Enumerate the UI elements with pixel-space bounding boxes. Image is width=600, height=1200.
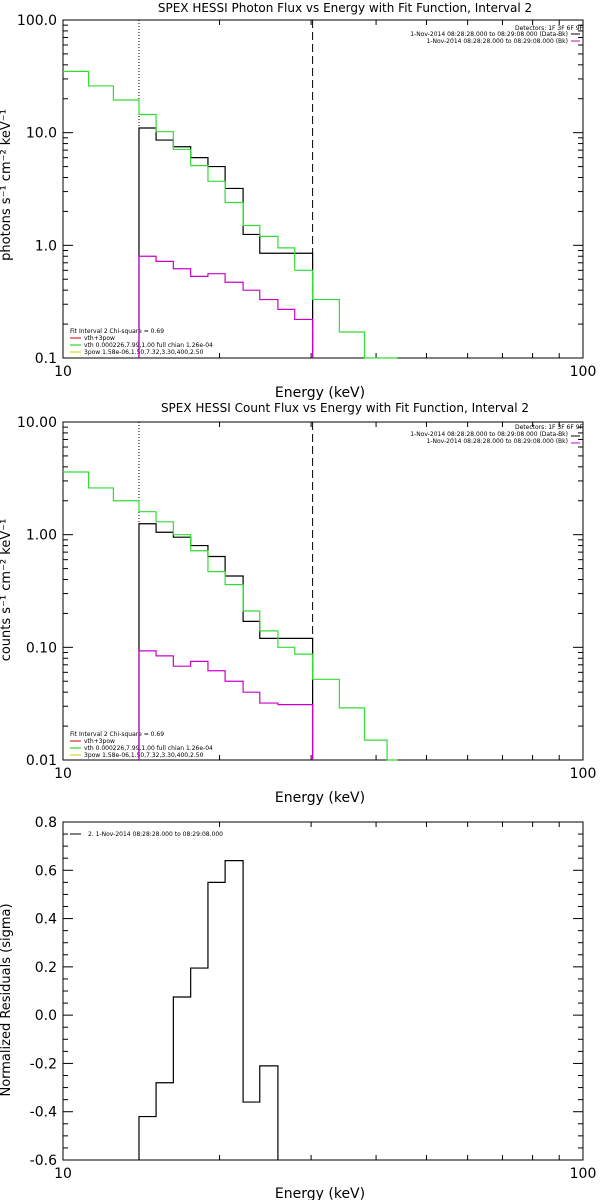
photon-axes-frame	[62, 19, 584, 359]
residuals-xtick-label: 100	[570, 1166, 597, 1182]
count-right-legend-entry-2: 1-Nov-2014 08:28:28.000 to 08:29:08.000 …	[426, 438, 568, 445]
count-series-background	[138, 650, 314, 760]
photon-xtick-label: 10	[54, 364, 72, 380]
residuals-ytick-label: -0.6	[30, 1153, 57, 1169]
count-xtick-label: 100	[570, 766, 597, 782]
count-ytick-label: 0.01	[26, 753, 57, 769]
residuals-xtick-label: 10	[54, 1166, 72, 1182]
residuals-ytick-label: -0.2	[30, 1056, 57, 1072]
count-left-legend-title: Fit Interval 2 Chi-square = 0.69	[70, 731, 164, 738]
photon-left-legend-entry-2: vth 0.000226,7.99,1.00 full chian 1.26e-…	[84, 342, 213, 349]
count-xtick-label: 10	[54, 766, 72, 782]
residuals-ytick-label: 0.2	[35, 960, 57, 976]
count-series-fit	[63, 471, 398, 761]
count-series-data	[138, 523, 314, 760]
count-ytick-label: 0.10	[26, 640, 57, 656]
photon-ytick-label: 1.0	[35, 238, 57, 254]
count-axes-frame	[62, 421, 584, 761]
photon-flux-xlabel: Energy (keV)	[275, 385, 365, 401]
residuals-ylabel: Normalized Residuals (sigma)	[0, 903, 14, 1096]
residuals-ytick-label: -0.4	[30, 1105, 57, 1121]
photon-left-legend-title: Fit Interval 2 Chi-square = 0.69	[70, 328, 164, 335]
count-left-legend-entry-2: vth 0.000226,7.99,1.00 full chian 1.26e-…	[84, 745, 213, 752]
photon-right-legend-entry-2: 1-Nov-2014 08:28:28.000 to 08:29:08.000 …	[426, 38, 568, 45]
count-flux-xlabel: Energy (keV)	[275, 790, 365, 806]
count-ytick-label: 1.00	[26, 528, 57, 544]
photon-flux-ylabel: photons s⁻¹ cm⁻² keV⁻¹	[0, 109, 14, 261]
count-right-legend-title: Detectors: 1F 3F 6F 9F	[515, 424, 584, 431]
count-flux-panel: SPEX HESSI Count Flux vs Energy with Fit…	[0, 401, 596, 806]
residuals-axes-frame	[62, 821, 584, 1161]
photon-left-legend-entry-3: 3pow 1.58e-06,1.50,7.32,3.30,400,2.50	[84, 349, 204, 356]
count-flux-ylabel: counts s⁻¹ cm⁻² keV⁻¹	[0, 519, 14, 662]
photon-right-legend-entry-1: 1-Nov-2014 08:28:28.000 to 08:29:08.000 …	[410, 31, 568, 38]
photon-right-legend-title: Detectors: 1F 3F 6F 9F	[515, 25, 584, 32]
residuals-ytick-label: 0.4	[35, 912, 57, 928]
photon-ytick-label: 100.0	[17, 13, 57, 29]
photon-series-data	[138, 127, 314, 358]
count-left-legend-entry-3: 3pow 1.58e-06,1.50,7.32,3.30,400,2.50	[84, 752, 204, 759]
residuals-ytick-label: 0.8	[35, 815, 57, 831]
residuals-legend-entry-1: 2. 1-Nov-2014 08:28:28.000 to 08:29:08.0…	[88, 831, 223, 838]
count-ytick-label: 10.00	[17, 415, 57, 431]
count-flux-title: SPEX HESSI Count Flux vs Energy with Fit…	[161, 401, 529, 415]
residuals-series-residuals	[138, 860, 279, 1160]
count-right-legend-entry-1: 1-Nov-2014 08:28:28.000 to 08:29:08.000 …	[410, 431, 568, 438]
residuals-ytick-label: 0.6	[35, 863, 57, 879]
residuals-xlabel: Energy (keV)	[275, 1186, 365, 1200]
photon-xtick-label: 100	[570, 364, 597, 380]
residuals-panel: Normalized Residuals (sigma) Energy (keV…	[0, 815, 596, 1200]
photon-flux-panel: SPEX HESSI Photon Flux vs Energy with Fi…	[0, 1, 596, 401]
residuals-ytick-label: 0.0	[35, 1008, 57, 1024]
photon-flux-title: SPEX HESSI Photon Flux vs Energy with Fi…	[158, 1, 532, 15]
photon-ytick-label: 0.1	[35, 351, 57, 367]
photon-series-background	[138, 255, 314, 358]
count-left-legend-entry-1: vth+3pow	[84, 738, 115, 745]
photon-ytick-label: 10.0	[26, 126, 57, 142]
photon-series-fit	[63, 70, 398, 359]
photon-left-legend-entry-1: vth+3pow	[84, 335, 115, 342]
